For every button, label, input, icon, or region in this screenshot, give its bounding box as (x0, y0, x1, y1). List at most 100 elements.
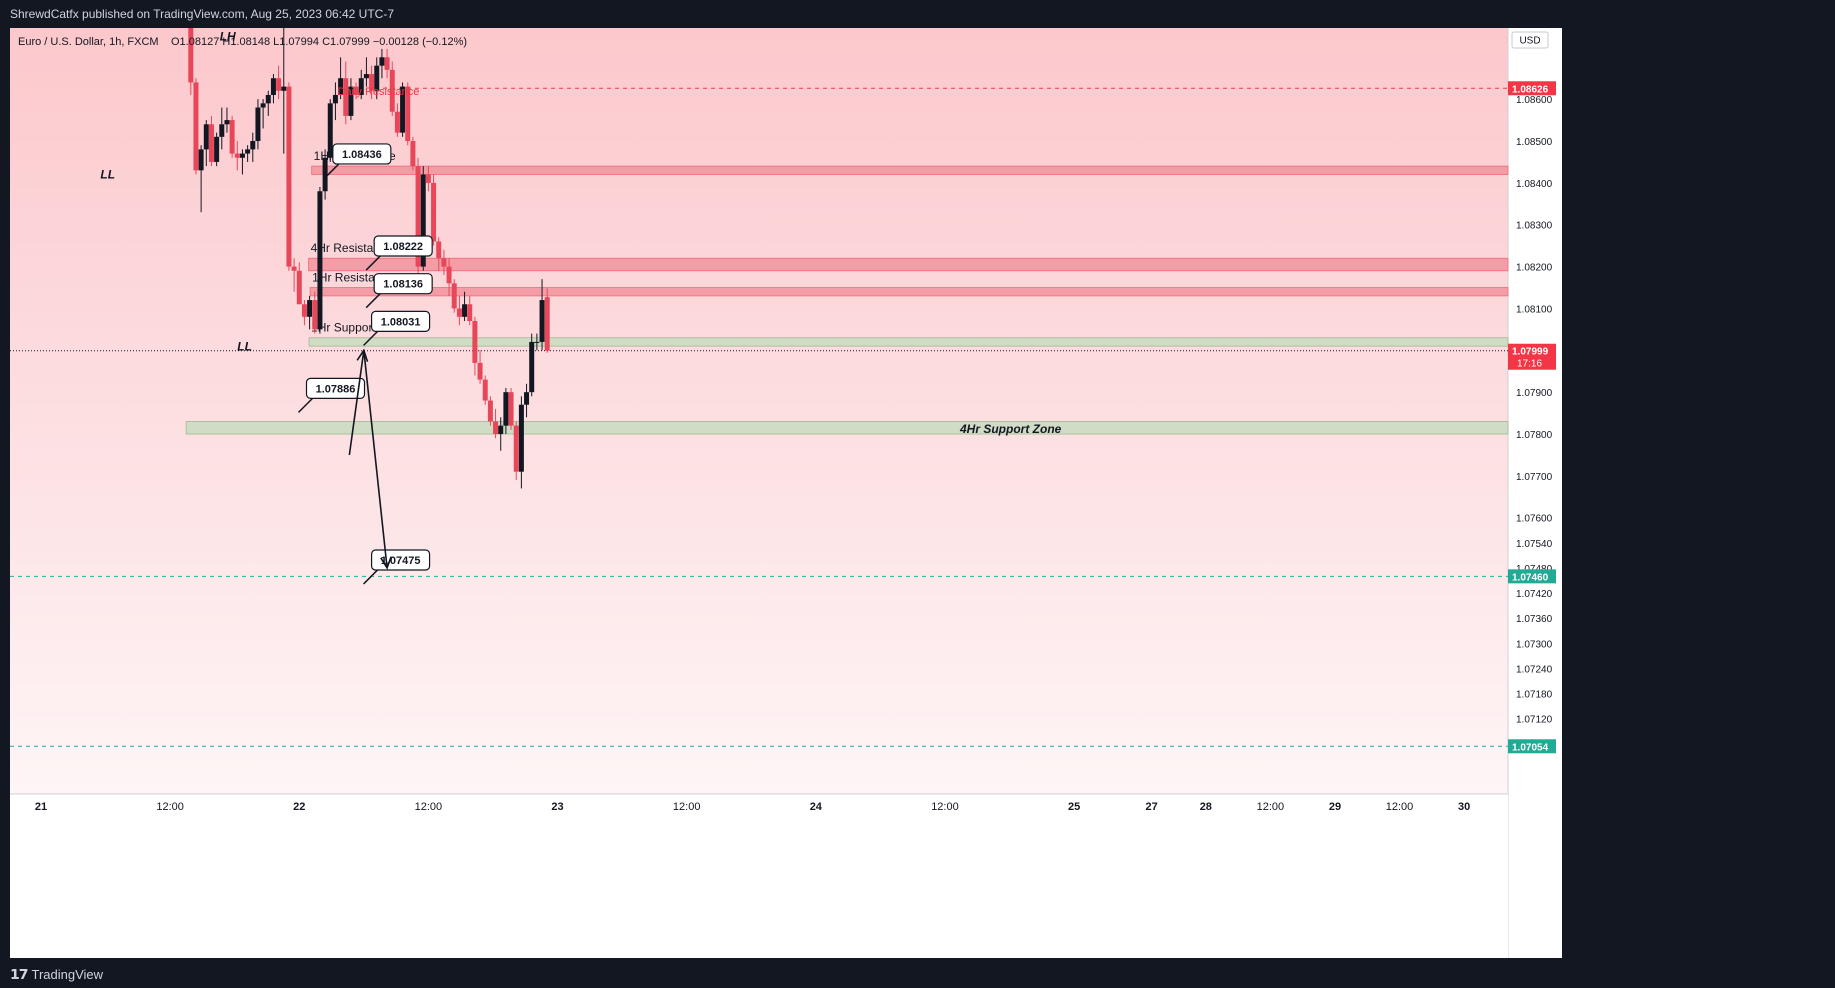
candle-body[interactable] (255, 107, 261, 142)
candle-body[interactable] (229, 120, 235, 154)
candle-body[interactable] (208, 124, 214, 162)
candle-body[interactable] (281, 86, 287, 91)
candle-body[interactable] (487, 400, 493, 422)
callout-pointer (297, 397, 314, 413)
candle-body[interactable] (446, 266, 452, 284)
candle-body[interactable] (498, 425, 504, 435)
support-zone[interactable] (185, 421, 1509, 435)
candle-body[interactable] (420, 174, 426, 267)
price-tag[interactable] (1508, 739, 1556, 754)
candle-body[interactable] (332, 94, 338, 104)
support-zone[interactable] (308, 337, 1509, 347)
candle-body[interactable] (224, 120, 230, 125)
candle-body[interactable] (301, 304, 307, 317)
candle-body[interactable] (508, 392, 514, 426)
candle-body[interactable] (462, 304, 468, 317)
candle-body[interactable] (467, 304, 473, 322)
candle-body[interactable] (322, 157, 328, 192)
resistance-zone[interactable] (308, 257, 1509, 272)
y-tick-label: 1.07800 (1516, 430, 1553, 441)
candle-body[interactable] (539, 300, 545, 342)
candle-body[interactable] (286, 86, 292, 267)
candle-body[interactable] (250, 141, 256, 150)
candle-body[interactable] (343, 78, 349, 116)
candle-body[interactable] (436, 241, 442, 259)
candle-body[interactable] (198, 149, 204, 171)
candle-body[interactable] (214, 136, 220, 162)
callout-value: 1.08031 (381, 316, 421, 328)
tradingview-brand[interactable]: 𝟭𝟳 TradingView (10, 966, 103, 983)
callout-pointer (365, 255, 381, 271)
candle-body[interactable] (188, 28, 194, 83)
candle-body[interactable] (384, 57, 390, 70)
candle-body[interactable] (400, 86, 406, 133)
callout-value: 1.07886 (316, 383, 356, 395)
candle-body[interactable] (245, 149, 251, 154)
candle-body[interactable] (219, 124, 225, 137)
candle-body[interactable] (472, 321, 478, 363)
candle-body[interactable] (363, 74, 369, 79)
candle-body[interactable] (518, 404, 524, 472)
candle-body[interactable] (338, 78, 344, 95)
callout-pointer (363, 330, 379, 346)
candle-body[interactable] (276, 78, 282, 91)
arrow-head-icon (380, 556, 392, 570)
candle-body[interactable] (503, 392, 509, 426)
candle-body[interactable] (524, 392, 530, 405)
candle-body[interactable] (203, 124, 209, 150)
candle-body[interactable] (513, 425, 519, 472)
candle-body[interactable] (234, 153, 240, 158)
callout-pointer (324, 163, 340, 179)
candle-body[interactable] (327, 103, 333, 158)
candle-body[interactable] (291, 266, 297, 271)
price-callout[interactable] (332, 143, 392, 165)
resistance-zone[interactable] (309, 287, 1509, 297)
y-tick-label: 1.07300 (1516, 639, 1553, 650)
candle-body[interactable] (317, 191, 323, 330)
candle-body[interactable] (379, 57, 385, 66)
candle-body[interactable] (482, 379, 488, 401)
candle-body[interactable] (534, 341, 540, 343)
candle-body[interactable] (456, 308, 462, 317)
candle-body[interactable] (374, 65, 380, 91)
candle-body[interactable] (431, 182, 437, 242)
y-tick-label: 1.08200 (1516, 263, 1553, 274)
price-callout[interactable] (370, 310, 431, 332)
y-tick-label: 1.07240 (1516, 664, 1553, 675)
candle-body[interactable] (394, 111, 400, 133)
candle-body[interactable] (529, 341, 535, 393)
resistance-zone[interactable] (311, 165, 1509, 175)
candle-body[interactable] (415, 166, 421, 267)
currency-button[interactable] (1511, 31, 1549, 49)
candle-body[interactable] (425, 174, 431, 183)
candle-body[interactable] (369, 74, 375, 91)
candle-body[interactable] (544, 297, 550, 351)
candle-body[interactable] (270, 78, 276, 95)
price-tag[interactable] (1508, 569, 1556, 584)
candle-body[interactable] (193, 82, 199, 171)
candle-body[interactable] (493, 421, 499, 435)
price-tag[interactable] (1508, 81, 1556, 96)
candle-body[interactable] (239, 153, 245, 158)
candle-body[interactable] (358, 78, 364, 95)
candle-body[interactable] (265, 94, 271, 104)
price-callout[interactable] (373, 273, 433, 295)
candle-body[interactable] (389, 69, 395, 112)
candle-body[interactable] (410, 141, 416, 167)
candle-body[interactable] (353, 86, 359, 95)
price-callout[interactable] (305, 377, 366, 399)
price-callout[interactable] (373, 235, 433, 257)
candle-body[interactable] (312, 300, 318, 330)
candle-body[interactable] (405, 86, 411, 142)
candle-body[interactable] (451, 283, 457, 309)
candle-body[interactable] (260, 103, 266, 108)
x-tick-label: 25 (1068, 801, 1080, 813)
candle-body[interactable] (296, 270, 302, 305)
current-price-tag[interactable] (1508, 343, 1556, 370)
candle-body[interactable] (441, 258, 447, 267)
candle-body[interactable] (348, 86, 354, 116)
candle-body[interactable] (477, 362, 483, 380)
current-price-value: 1.07999 (1512, 347, 1549, 358)
candle-body[interactable] (307, 300, 313, 317)
